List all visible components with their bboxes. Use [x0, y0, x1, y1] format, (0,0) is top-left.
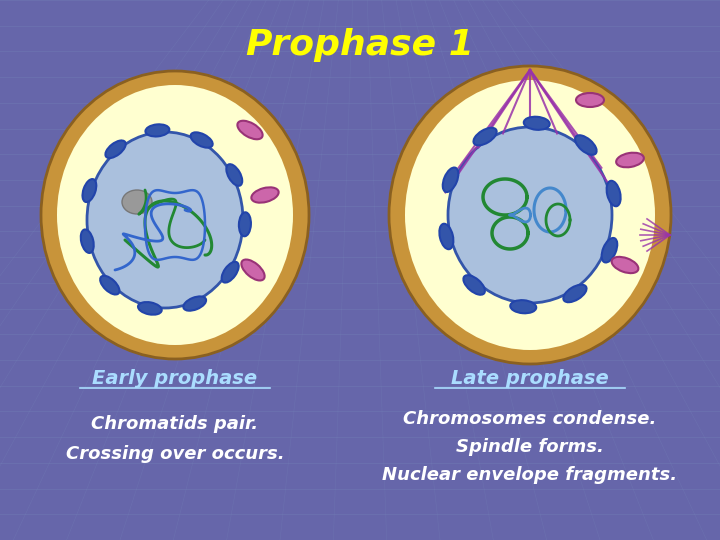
- Ellipse shape: [239, 212, 251, 237]
- Ellipse shape: [222, 262, 238, 282]
- Ellipse shape: [145, 124, 169, 137]
- Ellipse shape: [100, 276, 120, 294]
- Ellipse shape: [251, 187, 279, 202]
- Ellipse shape: [575, 135, 597, 155]
- Ellipse shape: [57, 85, 293, 345]
- Text: Chromosomes condense.: Chromosomes condense.: [403, 410, 657, 428]
- Ellipse shape: [41, 71, 309, 359]
- Ellipse shape: [448, 127, 612, 303]
- Ellipse shape: [122, 190, 152, 214]
- Ellipse shape: [510, 300, 536, 313]
- Ellipse shape: [83, 179, 96, 202]
- Ellipse shape: [474, 128, 497, 145]
- Ellipse shape: [611, 257, 639, 273]
- Text: Prophase 1: Prophase 1: [246, 28, 474, 62]
- Text: Crossing over occurs.: Crossing over occurs.: [66, 445, 284, 463]
- Ellipse shape: [616, 153, 644, 167]
- Ellipse shape: [389, 66, 671, 364]
- Ellipse shape: [523, 117, 549, 130]
- Ellipse shape: [87, 132, 243, 308]
- Ellipse shape: [241, 260, 265, 280]
- Ellipse shape: [443, 167, 459, 192]
- Ellipse shape: [563, 285, 587, 302]
- Ellipse shape: [607, 181, 621, 206]
- Ellipse shape: [81, 230, 94, 253]
- Text: Spindle forms.: Spindle forms.: [456, 438, 604, 456]
- Ellipse shape: [576, 93, 604, 107]
- Ellipse shape: [191, 132, 212, 147]
- Text: Nuclear envelope fragments.: Nuclear envelope fragments.: [382, 466, 678, 484]
- Text: Early prophase: Early prophase: [92, 368, 258, 388]
- Ellipse shape: [602, 238, 617, 262]
- Ellipse shape: [464, 275, 485, 295]
- Ellipse shape: [184, 296, 206, 310]
- Ellipse shape: [226, 164, 242, 186]
- Ellipse shape: [138, 302, 162, 315]
- Ellipse shape: [105, 140, 126, 158]
- Ellipse shape: [405, 80, 655, 350]
- Text: Late prophase: Late prophase: [451, 368, 609, 388]
- Ellipse shape: [238, 121, 263, 139]
- Ellipse shape: [439, 224, 454, 249]
- Text: Chromatids pair.: Chromatids pair.: [91, 415, 258, 433]
